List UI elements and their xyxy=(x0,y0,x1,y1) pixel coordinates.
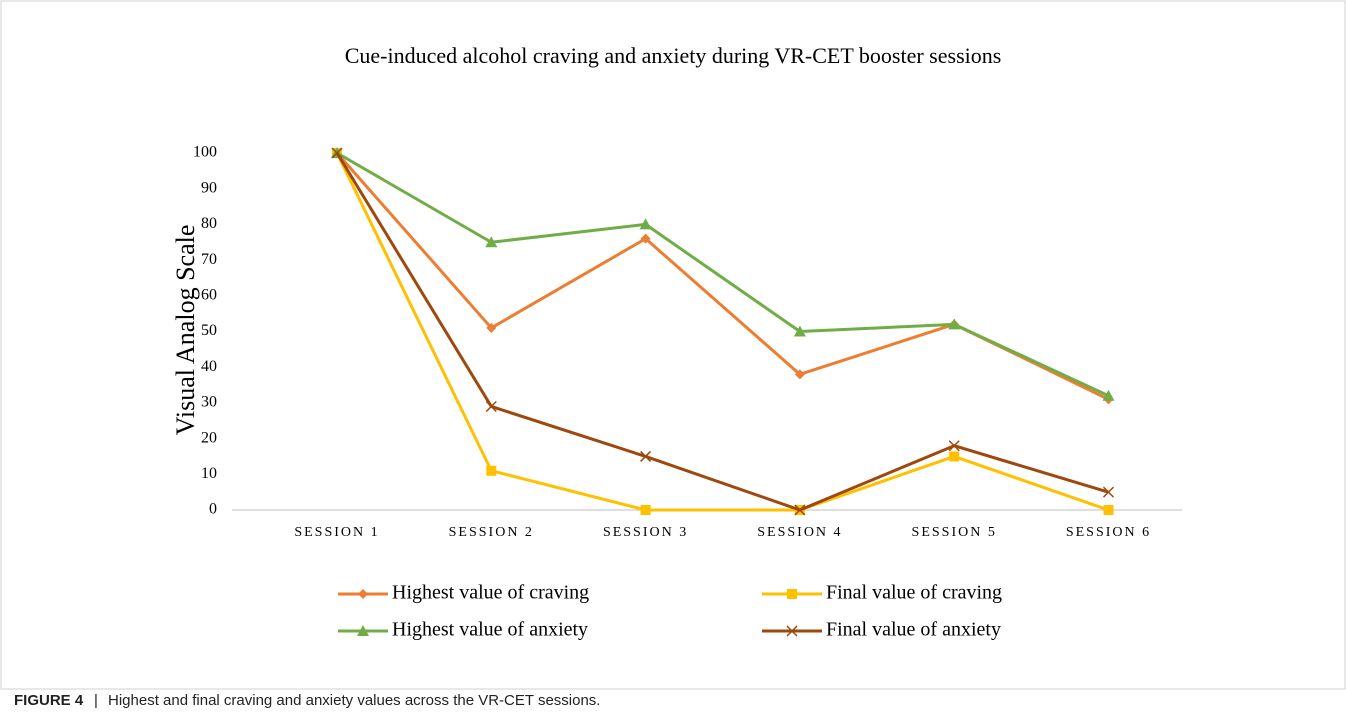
y-tick-label: 10 xyxy=(201,465,217,482)
series-line xyxy=(335,152,1109,512)
marker xyxy=(949,451,960,462)
y-tick-label: 0 xyxy=(209,501,217,518)
x-tick-label: SESSION 2 xyxy=(449,525,534,540)
y-tick-label: 30 xyxy=(201,394,217,411)
marker xyxy=(794,504,806,516)
y-tick-label: 70 xyxy=(201,251,217,268)
marker xyxy=(357,625,369,636)
marker xyxy=(1102,389,1115,401)
marker xyxy=(948,440,960,452)
y-axis-label: Visual Analog Scale xyxy=(171,225,200,436)
figure-frame xyxy=(0,0,1346,690)
y-tick-label: 40 xyxy=(201,358,217,375)
marker xyxy=(639,218,652,230)
x-tick-label: SESSION 3 xyxy=(603,525,688,540)
y-tick-label: 100 xyxy=(193,144,217,161)
y-tick-label: 60 xyxy=(201,286,217,303)
marker xyxy=(1103,505,1114,515)
chart-title: Cue-induced alcohol craving and anxiety … xyxy=(345,43,1002,68)
caption-separator: | xyxy=(94,692,98,709)
marker xyxy=(787,589,797,599)
marker xyxy=(331,147,343,159)
marker xyxy=(358,589,368,599)
legend-label: Final value of craving xyxy=(826,582,1002,604)
marker xyxy=(948,318,961,330)
marker xyxy=(485,400,497,413)
marker xyxy=(794,369,805,380)
marker xyxy=(793,325,806,337)
marker xyxy=(640,450,652,462)
marker xyxy=(485,236,498,248)
x-tick-label: SESSION 4 xyxy=(757,525,842,540)
caption-label: FIGURE 4 xyxy=(14,692,84,709)
marker xyxy=(486,465,497,476)
y-tick-label: 90 xyxy=(201,179,217,196)
marker xyxy=(486,322,497,333)
x-tick-label: SESSION 6 xyxy=(1066,525,1151,540)
y-tick-label: 80 xyxy=(201,215,217,232)
legend-label: Highest value of craving xyxy=(392,582,589,604)
legend-label: Highest value of anxiety xyxy=(392,619,588,641)
y-tick-label: 50 xyxy=(201,322,217,339)
marker xyxy=(640,505,651,515)
y-tick-label: 20 xyxy=(201,429,217,446)
x-tick-label: SESSION 1 xyxy=(294,525,379,540)
marker xyxy=(786,625,798,637)
series-line xyxy=(336,151,1110,398)
caption-text: Highest and final craving and anxiety va… xyxy=(108,692,600,709)
legend-label: Final value of anxiety xyxy=(826,619,1001,641)
series-line xyxy=(335,152,1109,512)
marker xyxy=(1102,486,1115,498)
marker xyxy=(640,233,651,244)
x-tick-label: SESSION 5 xyxy=(912,525,997,540)
